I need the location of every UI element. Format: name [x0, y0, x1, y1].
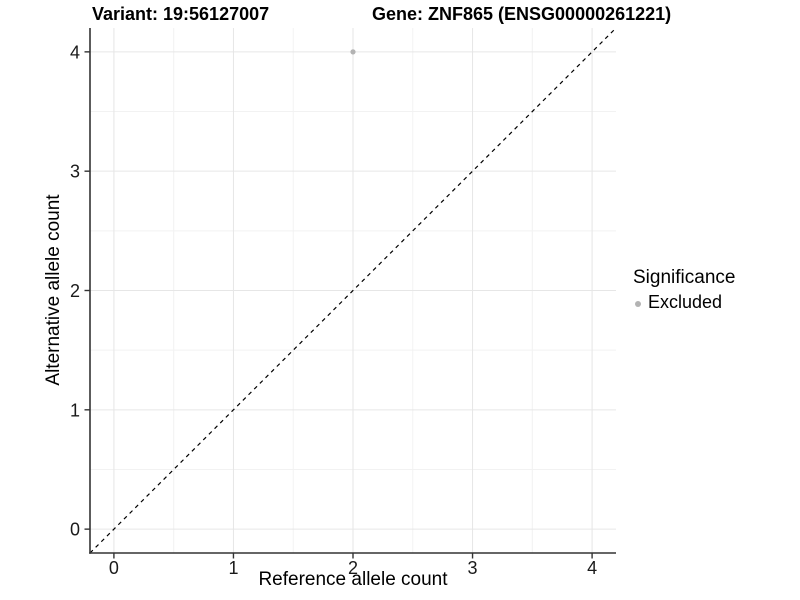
x-tick-label: 1 — [228, 558, 238, 578]
x-tick-label: 4 — [587, 558, 597, 578]
y-tick-label: 4 — [70, 42, 80, 62]
y-tick-label: 0 — [70, 520, 80, 540]
y-axis-title: Alternative allele count — [43, 194, 64, 386]
y-tick-label: 1 — [70, 400, 80, 420]
y-tick-label: 3 — [70, 162, 80, 182]
x-axis-title: Reference allele count — [258, 569, 448, 590]
legend: Significance Excluded — [633, 266, 735, 313]
legend-title: Significance — [633, 267, 736, 288]
plot-title-variant: Variant: 19:56127007 — [92, 4, 270, 24]
x-tick-label: 0 — [109, 558, 119, 578]
data-point — [350, 49, 356, 55]
x-tick-label: 2 — [348, 558, 358, 578]
identity-dashed-line — [89, 27, 617, 554]
y-tick-label: 2 — [70, 281, 80, 301]
excluded-point-icon — [635, 300, 641, 307]
legend-item-excluded: Excluded — [633, 292, 735, 313]
plot-title-gene: Gene: ZNF865 (ENSG00000261221) — [372, 4, 672, 24]
x-tick-label: 3 — [468, 558, 478, 578]
legend-item-label: Excluded — [648, 292, 723, 312]
